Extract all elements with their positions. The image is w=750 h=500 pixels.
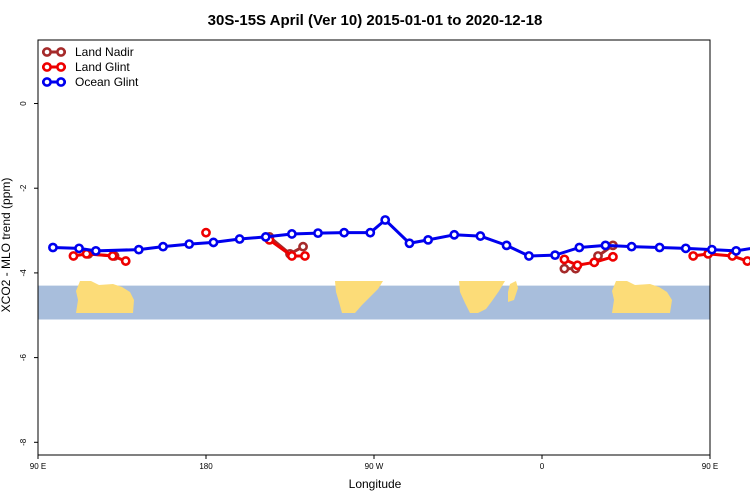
data-point [313,228,323,239]
data-point [208,237,219,248]
data-point [742,256,750,266]
land-australia-west [76,281,134,313]
legend-label: Land Glint [75,60,130,74]
data-point [706,244,717,255]
data-point [423,234,434,245]
series-line [73,252,127,263]
data-point [201,227,211,238]
data-point [572,260,583,271]
data-point [380,215,391,225]
legend-marker [42,47,52,57]
legend-label: Ocean Glint [75,75,139,89]
x-tick-label: 90 E [702,462,718,471]
legend-marker [56,47,66,57]
y-tick-label: 0 [19,101,28,106]
data-point [184,239,195,250]
y-axis-label: XCO2 - MLO trend (ppm) [0,178,13,313]
data-point [475,231,486,241]
data-point [68,251,79,261]
legend-marker [42,77,52,87]
series-line [563,255,614,267]
x-axis-label: Longitude [349,477,402,491]
y-tick-label: -8 [19,438,28,446]
data-point [680,243,691,254]
data-point [90,245,101,256]
y-tick-label: -4 [19,269,28,277]
data-point [449,229,460,240]
data-point [524,251,534,261]
series-land-glint [68,227,750,271]
x-tick-label: 180 [199,462,213,471]
land-australia-east [612,281,672,313]
data-point [286,251,297,261]
land-southern-africa [459,281,505,313]
legend-marker [56,77,66,87]
data-point [731,245,742,256]
x-tick-label: 90 E [30,462,46,471]
data-point [339,227,350,238]
legend-marker [42,62,52,72]
data-point [654,242,665,253]
y-tick-label: -6 [19,354,28,362]
data-point [158,241,168,252]
data-point [559,263,570,274]
data-point [608,251,618,262]
series-line [692,252,748,263]
data-point [107,251,118,261]
data-point [688,251,699,261]
data-point [626,241,637,252]
data-point [48,242,58,253]
y-tick-label: -2 [19,184,28,192]
chart-title: 30S-15S April (Ver 10) 2015-01-01 to 202… [208,12,543,29]
legend-label: Land Nadir [75,45,134,59]
series-ocean-glint [48,215,750,261]
data-point [133,244,144,255]
data-point [559,254,570,265]
plot-series [48,215,750,274]
map-band [38,281,710,320]
data-point [300,251,310,261]
data-point [574,242,585,253]
x-tick-label: 90 W [365,462,384,471]
data-point [286,229,297,239]
data-point [234,234,245,244]
x-tick-label: 0 [540,462,545,471]
data-point [298,241,308,252]
land-south-america [335,281,383,313]
series-land-nadir [83,232,618,274]
data-point [74,243,84,254]
data-point [501,240,512,251]
legend-marker [56,62,66,72]
data-point [589,257,600,268]
data-point [550,250,560,261]
data-point [260,232,271,242]
data-point [600,240,611,251]
series-line [52,218,750,258]
data-point [120,256,131,266]
data-point [404,238,415,249]
data-point [365,227,376,238]
land-madagascar [508,281,518,302]
